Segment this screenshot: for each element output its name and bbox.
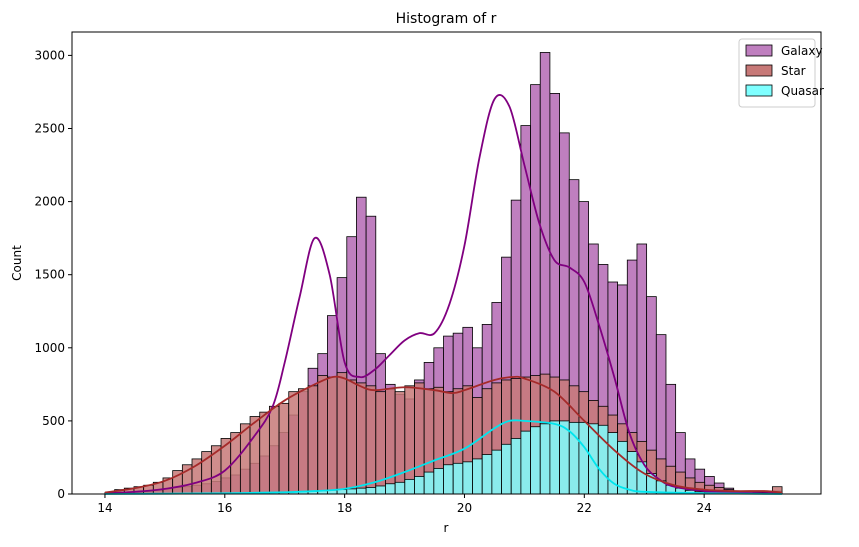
bar-quasar xyxy=(462,461,473,495)
bar-quasar xyxy=(578,421,589,495)
bar-quasar xyxy=(404,478,415,495)
bar-quasar xyxy=(626,451,638,495)
x-tick-label: 18 xyxy=(337,501,352,515)
y-tick-label: 3000 xyxy=(34,48,65,62)
bar-star xyxy=(307,385,319,495)
bar-quasar xyxy=(530,426,541,495)
bar-star xyxy=(288,391,299,495)
bar-star xyxy=(259,411,270,495)
bar-quasar xyxy=(375,485,386,495)
bar-quasar xyxy=(491,449,502,495)
x-axis-label: r xyxy=(444,521,449,535)
bar-quasar xyxy=(539,423,551,495)
bar-quasar xyxy=(520,430,531,495)
legend-swatch-star xyxy=(745,64,773,77)
bar-quasar xyxy=(481,454,493,495)
y-tick-label: 0 xyxy=(57,487,65,501)
bar-star xyxy=(298,388,309,495)
y-tick-label: 500 xyxy=(42,414,65,428)
plot-frame xyxy=(71,31,822,495)
legend-label-galaxy: Galaxy xyxy=(781,44,823,58)
y-tick-label: 2000 xyxy=(34,195,65,209)
y-tick-label: 1000 xyxy=(34,341,65,355)
x-tick-label: 20 xyxy=(457,501,472,515)
y-axis: 0 500 1000 1500 2000 2500 3000 xyxy=(34,48,72,501)
legend-label-quasar: Quasar xyxy=(781,84,824,98)
x-axis: 14 16 18 20 22 24 xyxy=(97,494,712,515)
bar-star xyxy=(327,376,338,495)
bar-star xyxy=(365,385,377,495)
bar-quasar xyxy=(501,443,512,495)
bar-star xyxy=(346,379,357,495)
bar-quasar xyxy=(365,487,377,495)
kde-line-star xyxy=(104,375,783,494)
bar-quasar xyxy=(385,483,396,495)
bar-quasar xyxy=(394,481,406,495)
x-tick-label: 14 xyxy=(97,501,112,515)
y-tick-label: 1500 xyxy=(34,268,65,282)
bar-quasar xyxy=(559,420,570,495)
bar-star xyxy=(336,372,348,495)
bar-star xyxy=(317,375,328,495)
x-tick-label: 16 xyxy=(217,501,232,515)
kde-layer xyxy=(104,94,783,495)
bar-star xyxy=(356,382,367,495)
bar-quasar xyxy=(433,468,444,495)
kde-line-quasar xyxy=(104,419,783,495)
series-bars-star xyxy=(104,372,783,495)
legend-swatch-galaxy xyxy=(745,44,773,57)
bar-quasar xyxy=(414,476,425,495)
y-axis-label: Count xyxy=(10,245,24,281)
kde-line-galaxy xyxy=(104,94,783,495)
bar-star xyxy=(404,385,415,495)
bar-quasar xyxy=(443,464,454,495)
bar-quasar xyxy=(472,458,483,495)
bars-layer xyxy=(104,52,783,495)
legend: Galaxy Star Quasar xyxy=(738,38,824,108)
bar-star xyxy=(278,402,290,495)
bar-star xyxy=(239,423,251,495)
bar-quasar xyxy=(423,471,435,495)
bar-quasar xyxy=(549,420,560,495)
bar-quasar xyxy=(452,462,464,495)
bar-star xyxy=(249,416,261,495)
legend-swatch-quasar xyxy=(745,84,773,97)
bar-quasar xyxy=(510,438,522,495)
chart-title: Histogram of r xyxy=(396,11,497,27)
bar-quasar xyxy=(356,487,367,495)
bar-star xyxy=(394,391,406,495)
bar-quasar xyxy=(346,488,357,495)
bar-star xyxy=(268,405,280,495)
x-tick-label: 24 xyxy=(697,501,712,515)
x-tick-label: 22 xyxy=(577,501,592,515)
legend-label-star: Star xyxy=(781,64,806,78)
y-tick-label: 2500 xyxy=(34,121,65,135)
